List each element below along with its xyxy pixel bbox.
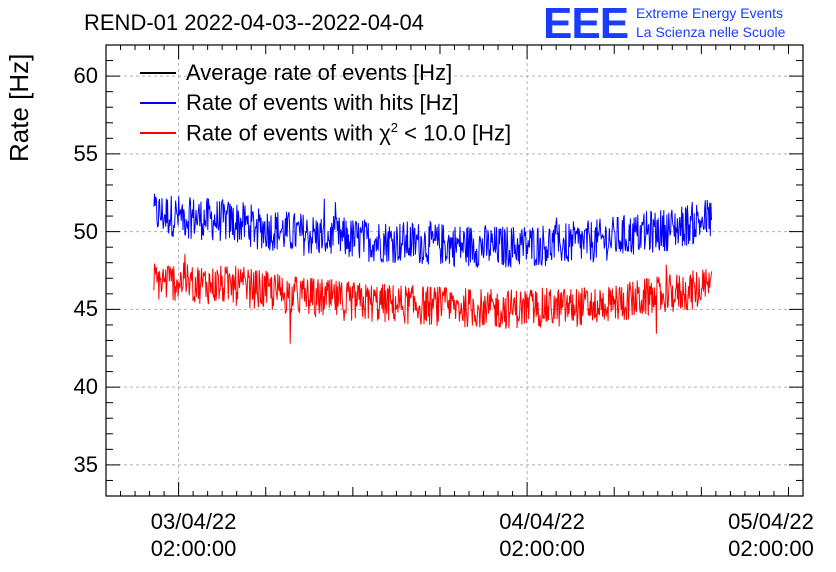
- y-tick-label: 50: [73, 218, 98, 244]
- y-tick-label: 55: [73, 140, 98, 166]
- series-hits-line: [153, 193, 712, 268]
- x-tick-label: 03/04/22 02:00:00: [150, 509, 237, 561]
- logo-caption: Extreme Energy Events La Scienza nelle S…: [636, 4, 785, 42]
- legend-label-chi2: Rate of events with χ2 < 10.0 [Hz]: [186, 120, 511, 146]
- y-tick-label: 60: [73, 63, 98, 89]
- legend: Average rate of events [Hz] Rate of even…: [140, 58, 511, 148]
- series-chi2-line: [153, 254, 712, 344]
- legend-label-average: Average rate of events [Hz]: [186, 60, 453, 85]
- legend-entry-average: Average rate of events [Hz]: [140, 58, 511, 88]
- y-axis-label: Rate [Hz]: [4, 53, 34, 162]
- chart-title: REND-01 2022-04-03--2022-04-04: [84, 10, 424, 35]
- legend-chi2-pre: Rate of events with: [186, 120, 380, 146]
- logo-line-1: Extreme Energy Events: [636, 5, 784, 21]
- series-layer: [153, 193, 712, 344]
- x-tick-label: 05/04/22 02:00:00: [728, 509, 814, 561]
- legend-entry-hits: Rate of events with hits [Hz]: [140, 88, 511, 118]
- y-tick-label: 40: [73, 374, 98, 400]
- legend-entry-chi2: Rate of events with χ2 < 10.0 [Hz]: [140, 118, 511, 148]
- legend-label-hits: Rate of events with hits [Hz]: [186, 90, 459, 115]
- axes: [105, 44, 804, 497]
- x-tick-label: 04/04/22 02:00:00: [499, 509, 585, 561]
- legend-chi2-sup: 2: [390, 119, 399, 135]
- legend-swatch-chi2: [140, 132, 176, 134]
- y-tick-label: 45: [73, 296, 98, 322]
- legend-swatch-average: [140, 72, 176, 74]
- y-tick-label: 35: [73, 451, 98, 477]
- legend-chi2-post: < 10.0 [Hz]: [398, 120, 512, 146]
- logo-line-2: La Scienza nelle Scuole: [636, 24, 786, 40]
- legend-swatch-hits: [140, 102, 176, 104]
- legend-chi2-symbol: χ: [379, 120, 391, 146]
- plot-frame: [105, 44, 804, 497]
- eee-logo: EEE: [543, 0, 629, 48]
